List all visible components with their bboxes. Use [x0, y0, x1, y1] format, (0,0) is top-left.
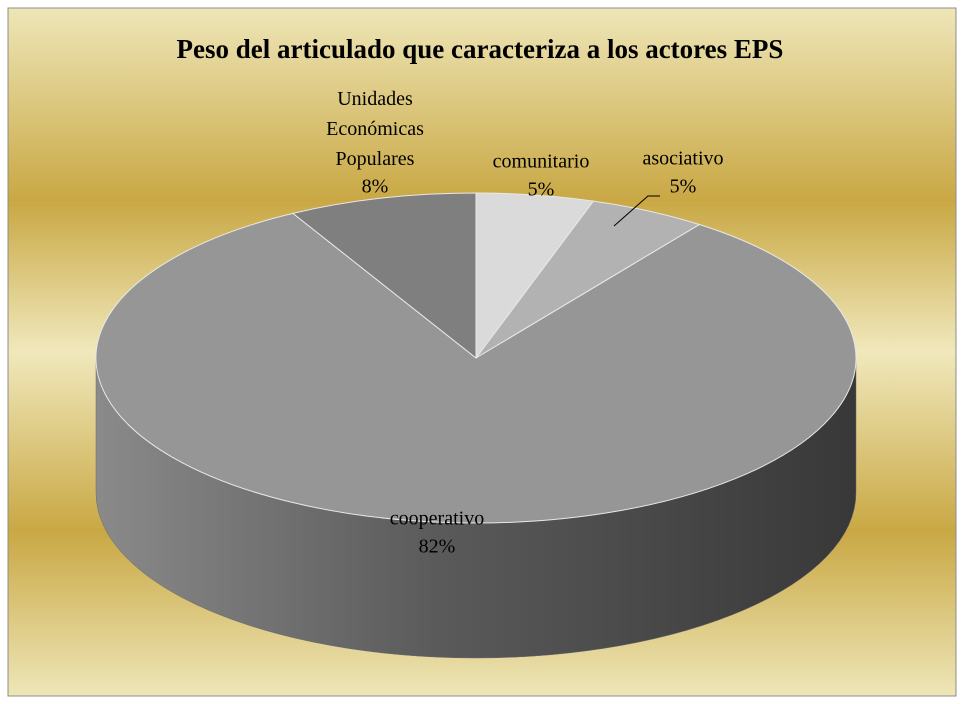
- leader-line: [613, 195, 660, 227]
- pie-slice: [291, 192, 477, 360]
- slice-label: comunitario: [493, 151, 590, 173]
- pie-slice: [95, 212, 857, 524]
- slice-label: asociativo: [642, 148, 723, 170]
- slice-value-label: 5%: [670, 176, 697, 198]
- slice-label: Unidades Económicas Populares: [326, 88, 424, 170]
- slice-label: cooperativo: [390, 508, 484, 530]
- slice-value-label: 5%: [528, 179, 555, 201]
- chart-title: Peso del articulado que caracteriza a lo…: [177, 34, 784, 64]
- slice-value-label: 82%: [419, 536, 456, 558]
- slice-value-label: 8%: [362, 176, 389, 198]
